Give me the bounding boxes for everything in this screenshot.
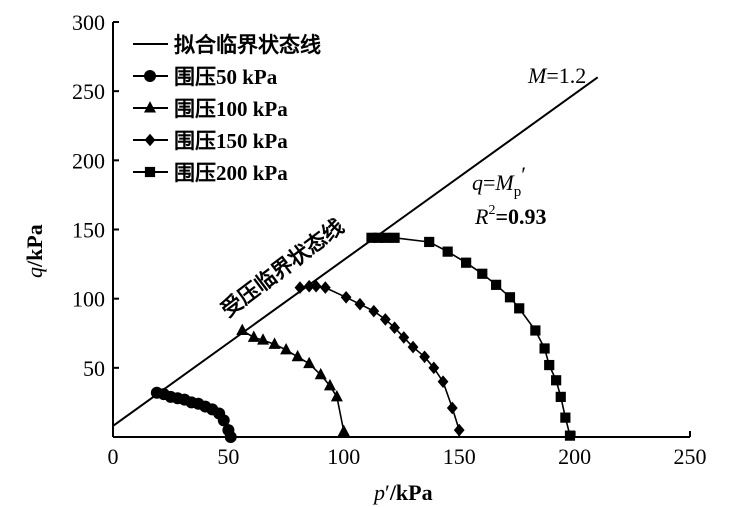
data-point-triangle xyxy=(268,337,281,349)
data-point-diamond xyxy=(340,290,352,304)
data-point-diamond xyxy=(368,304,380,318)
data-point-triangle xyxy=(314,367,327,380)
data-point-diamond xyxy=(407,340,419,354)
data-point-triangle xyxy=(236,323,249,335)
data-point-diamond xyxy=(379,313,391,326)
data-point-diamond xyxy=(453,423,465,437)
data-point-square xyxy=(424,236,435,248)
legend-label: 围压100 kPa xyxy=(174,97,288,121)
series-layer xyxy=(150,232,576,443)
y-tick-label: 150 xyxy=(72,218,105,243)
data-point-square xyxy=(389,232,400,243)
r2-value: =0.93 xyxy=(495,204,546,229)
data-point-diamond xyxy=(437,375,449,388)
legend-marker-circle xyxy=(144,70,156,82)
eq-sub: p xyxy=(514,184,522,200)
data-point-square xyxy=(539,343,550,354)
data-point-square xyxy=(442,246,453,257)
x-tick-label: 250 xyxy=(674,444,707,469)
data-point-square xyxy=(477,268,488,279)
m-value: =1.2 xyxy=(546,63,586,88)
data-point-diamond xyxy=(319,281,331,294)
y-tick-label: 50 xyxy=(83,356,105,381)
data-point-square xyxy=(555,391,566,402)
data-point-square xyxy=(491,279,502,290)
legend-label: 围压150 kPa xyxy=(174,129,288,153)
y-tick-label: 200 xyxy=(72,148,105,173)
m-annotation: M=1.2 xyxy=(527,63,586,88)
r2-annotation: R2=0.93 xyxy=(474,203,547,229)
equation-annotation: q=Mp′ xyxy=(472,162,526,200)
data-point-square xyxy=(560,412,571,423)
data-point-square xyxy=(380,232,391,243)
data-point-square xyxy=(544,359,555,371)
data-point-diamond xyxy=(446,401,458,415)
x-tick-label: 0 xyxy=(108,444,119,469)
data-point-triangle xyxy=(247,330,260,342)
series-line-2 xyxy=(241,329,345,432)
data-point-square xyxy=(366,232,377,243)
eq-m: M xyxy=(494,170,515,195)
eq-eq: = xyxy=(483,170,495,195)
legend-label: 拟合临界状态线 xyxy=(174,33,321,57)
legend-marker-diamond xyxy=(144,133,156,147)
y-axis-var: q xyxy=(22,267,47,278)
data-point-triangle xyxy=(303,356,316,369)
x-tick-label: 200 xyxy=(558,444,591,469)
x-tick-label: 50 xyxy=(217,444,239,469)
data-point-diamond xyxy=(310,279,322,293)
data-point-diamond xyxy=(428,361,440,375)
data-point-triangle xyxy=(280,342,293,355)
x-axis-prime: ′ xyxy=(385,480,390,505)
x-axis-var: p xyxy=(372,480,385,505)
line-label: 受压临界状态线 xyxy=(217,214,349,322)
x-tick-label: 150 xyxy=(443,444,476,469)
series-line-3 xyxy=(299,285,460,431)
data-point-circle xyxy=(224,431,237,443)
r2-sup: 2 xyxy=(488,203,495,218)
data-point-triangle xyxy=(337,424,350,436)
data-point-diamond xyxy=(419,350,430,364)
data-point-diamond xyxy=(389,321,400,335)
data-point-square xyxy=(504,292,516,303)
x-axis-unit: /kPa xyxy=(389,480,433,505)
eq-prime: ′ xyxy=(521,162,526,187)
data-point-square xyxy=(551,375,562,386)
eq-lhs: q xyxy=(472,170,483,195)
data-point-circle xyxy=(217,414,230,427)
legend-label: 围压200 kPa xyxy=(174,161,288,185)
data-point-diamond xyxy=(303,279,315,293)
data-point-diamond xyxy=(354,297,366,311)
data-point-triangle xyxy=(257,333,270,345)
y-axis-title: q/kPa xyxy=(22,224,47,278)
r2-var: R xyxy=(474,204,489,229)
data-point-diamond xyxy=(294,281,306,294)
data-point-square xyxy=(564,430,576,441)
legend-label: 围压50 kPa xyxy=(174,65,278,89)
x-tick-label: 100 xyxy=(327,444,360,469)
m-var: M xyxy=(527,63,548,88)
y-tick-label: 250 xyxy=(72,79,105,104)
data-point-triangle xyxy=(291,349,304,362)
data-point-triangle xyxy=(330,389,343,402)
y-axis-unit: /kPa xyxy=(22,224,47,268)
legend-marker-triangle xyxy=(144,101,156,113)
y-tick-label: 100 xyxy=(72,287,105,312)
data-point-triangle xyxy=(323,378,336,391)
axis-ticks: 0 50 100 150 200 250 50 100 150 200 250 300 xyxy=(72,10,707,469)
critical-state-line xyxy=(112,76,599,427)
legend-marker-square xyxy=(144,166,156,178)
y-tick-label: 300 xyxy=(72,10,105,35)
data-point-square xyxy=(530,325,541,336)
x-axis-title: p′/kPa xyxy=(372,480,433,505)
data-point-diamond xyxy=(398,331,410,344)
data-point-square xyxy=(373,232,384,243)
data-point-square xyxy=(514,303,525,314)
data-point-square xyxy=(461,257,472,268)
